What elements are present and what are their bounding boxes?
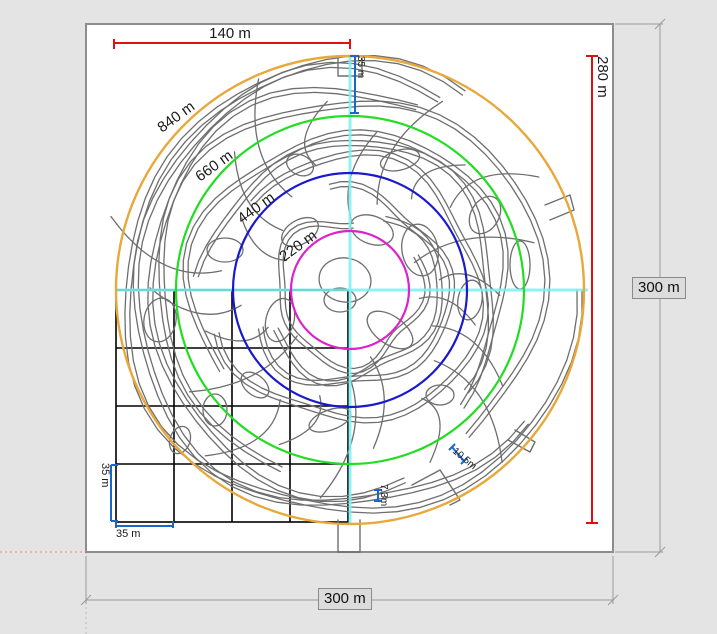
ring-660	[174, 114, 526, 466]
label-grid-h: 35 m	[116, 528, 140, 540]
dimension-top-gap	[350, 55, 359, 114]
label-300m-horizontal: 300 m	[318, 588, 372, 610]
ring-440	[231, 171, 469, 409]
dimension-280m	[586, 55, 598, 524]
label-7-3m: 7.3m	[378, 484, 389, 506]
dimension-7-3m	[374, 489, 382, 502]
dimension-grid-35m	[110, 464, 174, 528]
label-140m: 140 m	[209, 25, 251, 42]
label-280m: 280 m	[594, 56, 611, 98]
dimension-140m	[113, 39, 351, 49]
label-grid-v: 35 m	[99, 463, 111, 487]
label-300m-vertical: 300 m	[632, 277, 686, 299]
label-top-gap: 35 m	[355, 56, 366, 78]
maze-paths	[110, 54, 583, 553]
ring-220	[289, 229, 411, 351]
center-axes	[116, 56, 588, 524]
dimension-10-5m	[448, 443, 468, 465]
